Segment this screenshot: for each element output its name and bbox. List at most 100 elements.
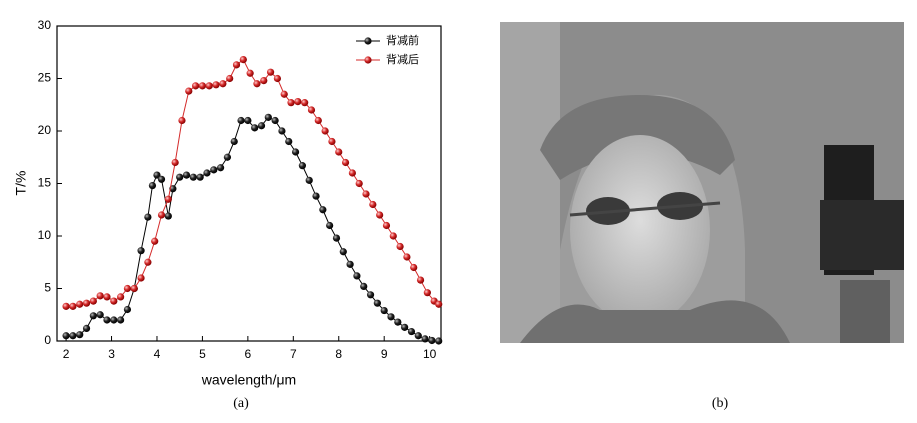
data-point [117,316,125,324]
data-point [164,212,172,220]
caption: (b) [712,396,729,411]
caption: (a) [233,396,249,411]
data-point [355,179,363,188]
y-tick-label: 5 [44,281,51,295]
data-point [423,289,431,297]
y-tick-label: 25 [38,71,52,85]
data-point [382,221,391,230]
data-point [178,116,186,125]
data-point [301,99,309,107]
data-point [82,324,91,332]
data-point [96,311,104,319]
data-point [198,82,207,90]
data-point [428,336,436,345]
data-point [89,312,97,320]
data-point [264,113,272,121]
data-point [287,99,295,107]
x-tick-label: 4 [154,347,161,361]
y-axis-label: T/% [13,171,29,196]
data-point [416,276,425,284]
data-point [205,82,213,90]
x-tick-label: 5 [199,347,206,361]
series-line [66,58,440,307]
x-tick-label: 6 [245,347,252,361]
data-point [246,69,254,77]
x-tick-label: 7 [290,347,297,361]
data-point [216,164,225,172]
y-tick-label: 20 [38,123,52,137]
data-point [192,82,200,90]
data-point [280,90,288,98]
data-point [278,127,286,135]
data-point [314,116,322,125]
data-point [435,337,443,345]
data-point [294,98,302,106]
x-tick-label: 10 [423,347,437,361]
data-point [137,274,145,282]
data-point [89,297,97,305]
data-point [341,158,350,167]
data-point [362,190,370,198]
data-point [291,148,300,156]
data-point [185,87,193,95]
data-point [387,313,395,321]
data-point [110,316,118,324]
data-point [353,272,361,280]
data-point [110,297,118,305]
y-tick-label: 0 [44,333,51,347]
data-point [346,260,354,268]
legend-marker [364,56,372,64]
data-point [253,80,261,88]
data-point [285,137,293,146]
data-point [332,234,341,242]
data-point [339,248,347,256]
data-point [260,77,268,85]
data-point [328,137,336,146]
data-point [62,302,70,310]
data-point [407,327,416,336]
data-point [144,213,152,221]
data-point [312,192,320,200]
data-point [203,169,211,177]
data-point [414,332,422,340]
data-point [153,171,161,179]
legend-label: 背减前 [386,33,419,47]
data-point [376,211,384,219]
data-point [232,61,241,69]
data-point [271,116,279,125]
data-point [223,153,232,161]
x-tick-label: 3 [108,347,115,361]
data-point [319,206,327,214]
data-point [189,173,197,181]
data-point [210,166,218,174]
data-point [103,316,111,324]
data-point [298,162,306,170]
data-point [326,221,334,230]
legend-label: 背减后 [386,52,419,66]
data-point [369,200,377,209]
y-tick-label: 10 [38,228,52,242]
data-point [151,237,159,245]
data-point [257,122,266,130]
data-point [380,306,388,315]
data-point [305,176,313,184]
x-tick-label: 2 [63,347,70,361]
data-point [103,293,111,301]
thermal-image [500,22,904,343]
data-point [157,211,166,219]
data-point [401,323,409,331]
data-point [123,305,132,314]
data-point [244,116,252,125]
data-point [219,80,227,88]
data-point [373,299,381,307]
data-point [435,300,443,308]
data-point [182,171,191,179]
data-point [176,173,184,181]
legend-marker [364,37,372,45]
data-point [389,232,397,240]
data-point [237,116,245,125]
x-tick-label: 9 [381,347,388,361]
data-point [117,293,125,301]
data-point [123,284,132,293]
